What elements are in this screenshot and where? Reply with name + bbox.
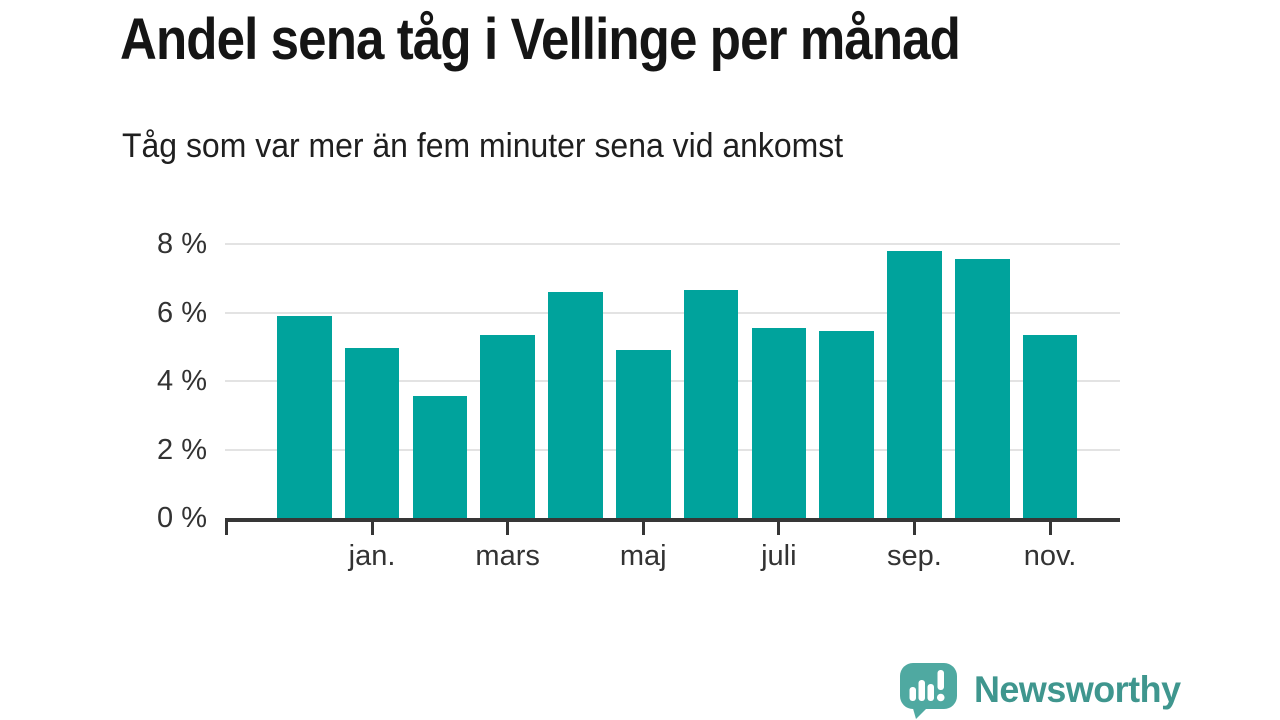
newsworthy-wordmark: Newsworthy (974, 669, 1181, 710)
bar-feb (412, 396, 468, 518)
bar-nov (1022, 334, 1078, 518)
bar-juli (751, 327, 807, 518)
gridline-4 (225, 380, 1120, 382)
y-tick-label-8: 8 % (157, 228, 207, 260)
x-tick-label-mars: mars (475, 540, 540, 572)
y-tick-label-4: 4 % (157, 365, 207, 397)
x-axis-origin-tick (225, 522, 228, 535)
bar-sep (887, 250, 942, 518)
gridline-8 (225, 243, 1120, 245)
x-tick-mars (506, 522, 510, 535)
newsworthy-logo: Newsworthy (897, 661, 1187, 719)
x-tick-jan (370, 522, 374, 535)
chart-subtitle: Tåg som var mer än fem minuter sena vid … (122, 127, 844, 165)
x-tick-juli (777, 522, 781, 535)
newsworthy-speech-bubble-chart-icon (900, 663, 957, 719)
x-tick-label-maj: maj (619, 540, 667, 572)
x-tick-label-sep: sep. (887, 540, 942, 572)
gridline-2 (225, 448, 1120, 451)
bar-mars (480, 334, 535, 518)
x-tick-label-juli: juli (761, 540, 797, 572)
bar-maj (616, 350, 671, 518)
x-tick-maj (641, 522, 645, 535)
x-tick-label-nov: nov. (1023, 540, 1077, 572)
bar-okt (955, 259, 1010, 518)
bar-juni (683, 290, 739, 518)
y-tick-label-6: 6 % (157, 296, 207, 329)
bar-aug (819, 331, 874, 518)
chart-title: Andel sena tåg i Vellinge per månad (120, 7, 961, 72)
y-tick-label-0: 0 % (157, 502, 207, 534)
gridline-6 (225, 311, 1120, 314)
bar-apr (548, 291, 603, 518)
bar-dec (277, 315, 332, 518)
y-tick-label-2: 2 % (157, 433, 207, 466)
x-tick-label-jan: jan. (348, 540, 396, 572)
x-axis-line (225, 518, 1120, 522)
x-tick-nov (1048, 522, 1052, 535)
plot-area: 0 % 2 % 4 % 6 % 8 % jan. mars maj juli sep. nov. (157, 228, 1120, 572)
x-tick-sep (912, 522, 916, 535)
bar-jan (344, 348, 400, 518)
